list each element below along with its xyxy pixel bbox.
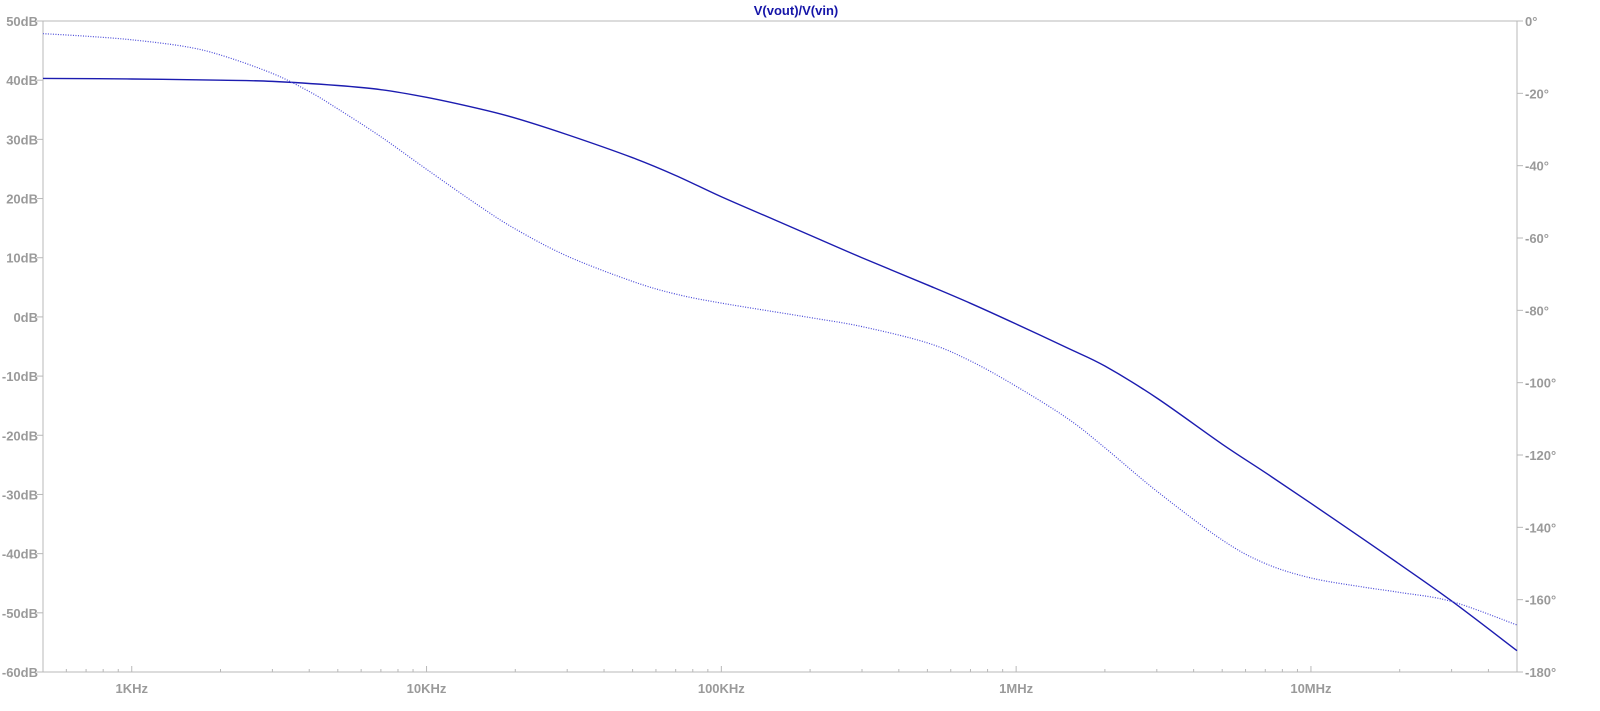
y-left-tick-label: -10dB xyxy=(2,369,38,384)
y-left-tick-label: 0dB xyxy=(13,310,38,325)
chart-title: V(vout)/V(vin) xyxy=(754,3,839,18)
y-left-tick-label: -20dB xyxy=(2,428,38,443)
x-tick-label: 10KHz xyxy=(407,681,447,696)
x-tick-label: 1KHz xyxy=(115,681,148,696)
y-right-tick-label: -20° xyxy=(1525,86,1549,101)
y-left-tick-label: 50dB xyxy=(6,14,38,29)
x-tick-label: 10MHz xyxy=(1290,681,1332,696)
y-left-tick-label: -60dB xyxy=(2,665,38,680)
y-right-axis-ticks: 0° -20° -40° -60° -80° -100° -120° -140° -160° -1… xyxy=(1517,14,1556,680)
series-layer xyxy=(42,33,1518,652)
y-left-tick-label: -50dB xyxy=(2,606,38,621)
y-left-tick-label: 40dB xyxy=(6,73,38,88)
y-left-tick-label: 30dB xyxy=(6,132,38,147)
y-right-tick-label: -60° xyxy=(1525,231,1549,246)
y-right-tick-label: -180° xyxy=(1525,665,1556,680)
y-left-tick-label: -30dB xyxy=(2,487,38,502)
plot-area-frame xyxy=(42,20,1518,673)
x-tick-label: 1MHz xyxy=(999,681,1033,696)
y-left-tick-label: 10dB xyxy=(6,251,38,266)
magnitude-series-line xyxy=(42,77,1518,652)
y-right-tick-label: -160° xyxy=(1525,593,1556,608)
y-left-tick-label: -40dB xyxy=(2,547,38,562)
y-right-tick-label: -120° xyxy=(1525,448,1556,463)
x-tick-label: 100KHz xyxy=(698,681,745,696)
y-right-tick-label: -80° xyxy=(1525,303,1549,318)
y-right-tick-label: -40° xyxy=(1525,159,1549,174)
y-left-tick-label: 20dB xyxy=(6,192,38,207)
phase-series-line xyxy=(42,33,1518,626)
y-right-tick-label: -100° xyxy=(1525,376,1556,391)
x-axis-ticks: 1KHz 10KHz 100KHz 1MHz 10MHz xyxy=(42,666,1518,696)
y-right-tick-label: 0° xyxy=(1525,14,1537,29)
y-right-tick-label: -140° xyxy=(1525,520,1556,535)
y-left-axis-ticks: 50dB 40dB 30dB 20dB 10dB 0dB -10dB -20dB -30dB -4… xyxy=(2,14,43,680)
